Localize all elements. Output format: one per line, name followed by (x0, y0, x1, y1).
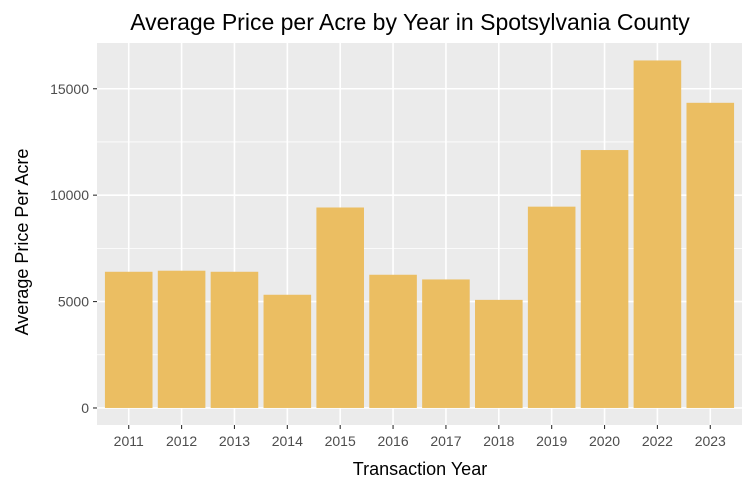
bar-2016 (369, 274, 417, 408)
chart-title: Average Price per Acre by Year in Spotsy… (130, 9, 690, 35)
x-tick-label: 2014 (272, 433, 303, 449)
x-tick-label: 2013 (219, 433, 250, 449)
x-tick-label: 2011 (114, 433, 144, 449)
x-axis: 2011 2012 2013 2014 2015 2016 2017 2018 2019 2020… (114, 425, 726, 449)
y-tick-label: 15000 (50, 81, 89, 97)
y-axis-title: Average Price Per Acre (12, 149, 32, 336)
x-tick-label: 2015 (325, 433, 356, 449)
bar-2015 (316, 207, 364, 408)
bar-2017 (422, 279, 470, 408)
bar-2023 (686, 102, 735, 408)
y-tick-label: 10000 (50, 187, 89, 203)
x-tick-label: 2017 (430, 433, 461, 449)
bar-2014 (263, 294, 312, 408)
bars (104, 60, 735, 408)
bar-2022 (633, 60, 682, 408)
x-tick-label: 2020 (589, 433, 620, 449)
bar-2012 (157, 270, 206, 408)
bar-2018 (475, 299, 523, 408)
bar-2013 (210, 271, 259, 408)
x-tick-label: 2018 (483, 433, 514, 449)
bar-2011 (104, 271, 153, 408)
bar-2019 (527, 206, 576, 408)
x-axis-title: Transaction Year (353, 459, 487, 479)
x-tick-label: 2016 (377, 433, 408, 449)
x-tick-label: 2023 (695, 433, 726, 449)
x-tick-label: 2022 (642, 433, 673, 449)
y-tick-label: 0 (81, 400, 89, 416)
x-tick-label: 2019 (536, 433, 567, 449)
y-tick-label: 5000 (58, 294, 89, 310)
x-tick-label: 2012 (166, 433, 197, 449)
bar-2020 (580, 150, 629, 408)
y-axis: 0 5000 10000 15000 (50, 81, 97, 416)
